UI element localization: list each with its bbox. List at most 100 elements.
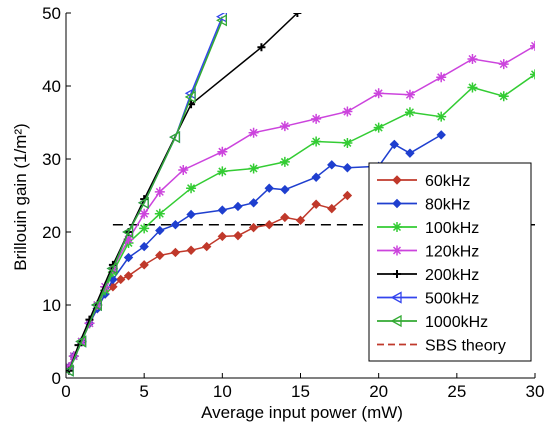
y-tick-label: 30 — [42, 150, 61, 169]
data-point — [280, 184, 290, 195]
data-point — [233, 201, 243, 212]
data-point — [498, 59, 509, 70]
data-point — [248, 163, 259, 174]
data-point — [170, 247, 181, 258]
data-point — [170, 219, 181, 230]
y-tick-label: 40 — [42, 77, 61, 96]
data-point — [90, 298, 102, 312]
data-point — [373, 122, 384, 133]
data-point — [392, 245, 402, 256]
y-tick-label: 20 — [42, 223, 61, 242]
legend-item: 80kHz — [377, 197, 470, 214]
y-axis-label: Brillouin gain (1/m²) — [11, 123, 30, 270]
data-point — [311, 172, 321, 182]
data-point — [498, 91, 509, 102]
data-point — [390, 314, 402, 328]
legend-label: SBS theory — [425, 338, 506, 355]
x-tick-label: 25 — [447, 382, 466, 401]
data-point — [184, 90, 196, 104]
legend-label: 80kHz — [425, 197, 470, 214]
data-point — [280, 212, 290, 223]
data-point — [75, 335, 87, 348]
legend-label: 60kHz — [425, 173, 470, 190]
data-point — [264, 219, 274, 230]
y-axis: 0 10 20 30 40 50 — [42, 4, 71, 388]
data-point — [215, 14, 227, 27]
legend-label: 1000kHz — [425, 314, 488, 331]
legend-item: 500kHz — [377, 291, 479, 308]
data-point — [123, 252, 134, 263]
data-point — [217, 231, 228, 242]
data-point — [390, 291, 402, 304]
data-point — [311, 113, 322, 124]
data-point — [217, 146, 228, 157]
data-point — [155, 250, 165, 261]
legend-item: 200kHz — [377, 267, 479, 284]
data-point — [248, 198, 259, 208]
data-point — [116, 274, 126, 285]
data-point — [404, 107, 415, 118]
legend-label: 100kHz — [425, 220, 479, 237]
data-point — [404, 89, 415, 100]
data-point — [342, 106, 353, 117]
data-point — [436, 130, 446, 140]
legend-item: SBS theory — [377, 338, 506, 355]
x-tick-label: 10 — [213, 382, 232, 401]
y-tick-label: 10 — [42, 296, 61, 315]
data-point — [201, 241, 212, 252]
data-point — [295, 215, 306, 226]
legend-box — [368, 162, 532, 362]
data-point — [123, 234, 134, 245]
data-point — [154, 186, 165, 197]
x-tick-label: 20 — [369, 382, 388, 401]
data-point — [122, 225, 134, 239]
data-point — [139, 223, 150, 234]
legend-item: 120kHz — [377, 244, 479, 261]
legend: 60kHz 80kHz 100kHz 120kHz 200kHz 500kHz 1000kH… — [368, 162, 532, 362]
data-point — [155, 225, 165, 236]
series-1000kHz — [66, 14, 227, 377]
legend-item: 1000kHz — [377, 314, 488, 331]
data-point — [373, 88, 384, 99]
data-point — [248, 127, 259, 138]
data-point — [139, 241, 149, 252]
data-point — [257, 43, 266, 52]
data-point — [233, 230, 243, 241]
data-point — [342, 163, 353, 173]
data-point — [279, 156, 290, 167]
x-tick-label: 0 — [61, 382, 70, 401]
data-point — [392, 198, 402, 209]
data-point — [311, 199, 321, 209]
data-point — [186, 209, 196, 220]
x-tick-label: 15 — [291, 382, 310, 401]
y-tick-label: 0 — [52, 369, 61, 388]
x-tick-label: 30 — [526, 382, 545, 401]
data-point — [264, 183, 274, 193]
data-point — [467, 82, 478, 93]
data-point — [154, 208, 165, 219]
data-point — [405, 148, 415, 158]
x-axis: 0 5 10 15 20 25 30 — [61, 373, 544, 401]
data-point — [123, 271, 134, 281]
data-point — [327, 203, 337, 214]
legend-label: 120kHz — [425, 244, 479, 261]
data-point — [186, 183, 197, 194]
data-point — [392, 222, 402, 232]
data-point — [186, 245, 196, 255]
data-point — [436, 111, 447, 122]
data-point — [248, 222, 259, 233]
data-point — [327, 160, 337, 170]
data-point — [106, 262, 118, 275]
data-point — [467, 53, 478, 64]
data-point — [66, 364, 74, 377]
data-point — [139, 260, 149, 270]
x-axis-label: Average input power (mW) — [201, 403, 403, 422]
data-point — [217, 205, 228, 215]
data-point — [137, 196, 149, 209]
data-point — [393, 270, 401, 278]
data-point — [217, 166, 228, 177]
data-point — [392, 175, 402, 185]
x-tick-label: 5 — [139, 382, 148, 401]
data-point — [169, 130, 181, 144]
